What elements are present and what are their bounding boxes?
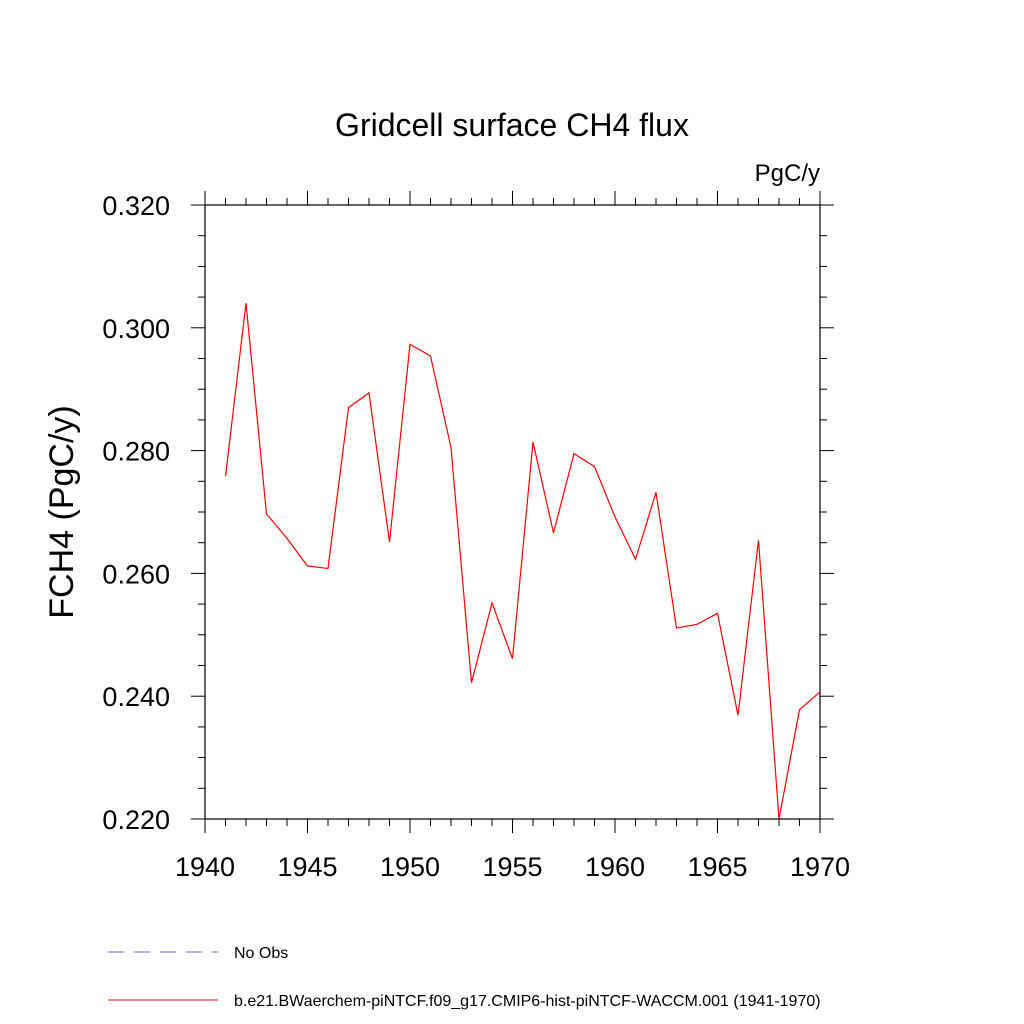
units-label: PgC/y (755, 160, 820, 187)
y-tick-label: 0.320 (102, 191, 170, 221)
y-tick-label: 0.240 (102, 682, 170, 712)
x-tick-label: 1970 (790, 852, 850, 882)
series-line (224, 303, 821, 820)
chart-title: Gridcell surface CH4 flux (335, 107, 689, 143)
y-tick-label: 0.280 (102, 437, 170, 467)
y-tick-label: 0.220 (102, 805, 170, 835)
legend-label: b.e21.BWaerchem-piNTCF.f09_g17.CMIP6-his… (234, 993, 821, 1010)
x-tick-label: 1955 (482, 852, 542, 882)
y-axis-label: FCH4 (PgC/y) (43, 405, 81, 618)
axes: 1940 1945 1950 1955 1960 1965 1970 0.220 0.240 0.… (102, 191, 850, 882)
x-tick-label: 1965 (687, 852, 747, 882)
x-tick-label: 1960 (585, 852, 645, 882)
x-tick-label: 1950 (380, 852, 440, 882)
legend-label: No Obs (234, 945, 288, 962)
x-tick-label: 1940 (175, 852, 235, 882)
plot-area (224, 303, 821, 820)
y-tick-label: 0.260 (102, 559, 170, 589)
legend: No Obs b.e21.BWaerchem-piNTCF.f09_g17.CMI… (108, 945, 821, 1010)
y-tick-label: 0.300 (102, 314, 170, 344)
x-tick-label: 1945 (277, 852, 337, 882)
plot-frame (204, 204, 821, 820)
